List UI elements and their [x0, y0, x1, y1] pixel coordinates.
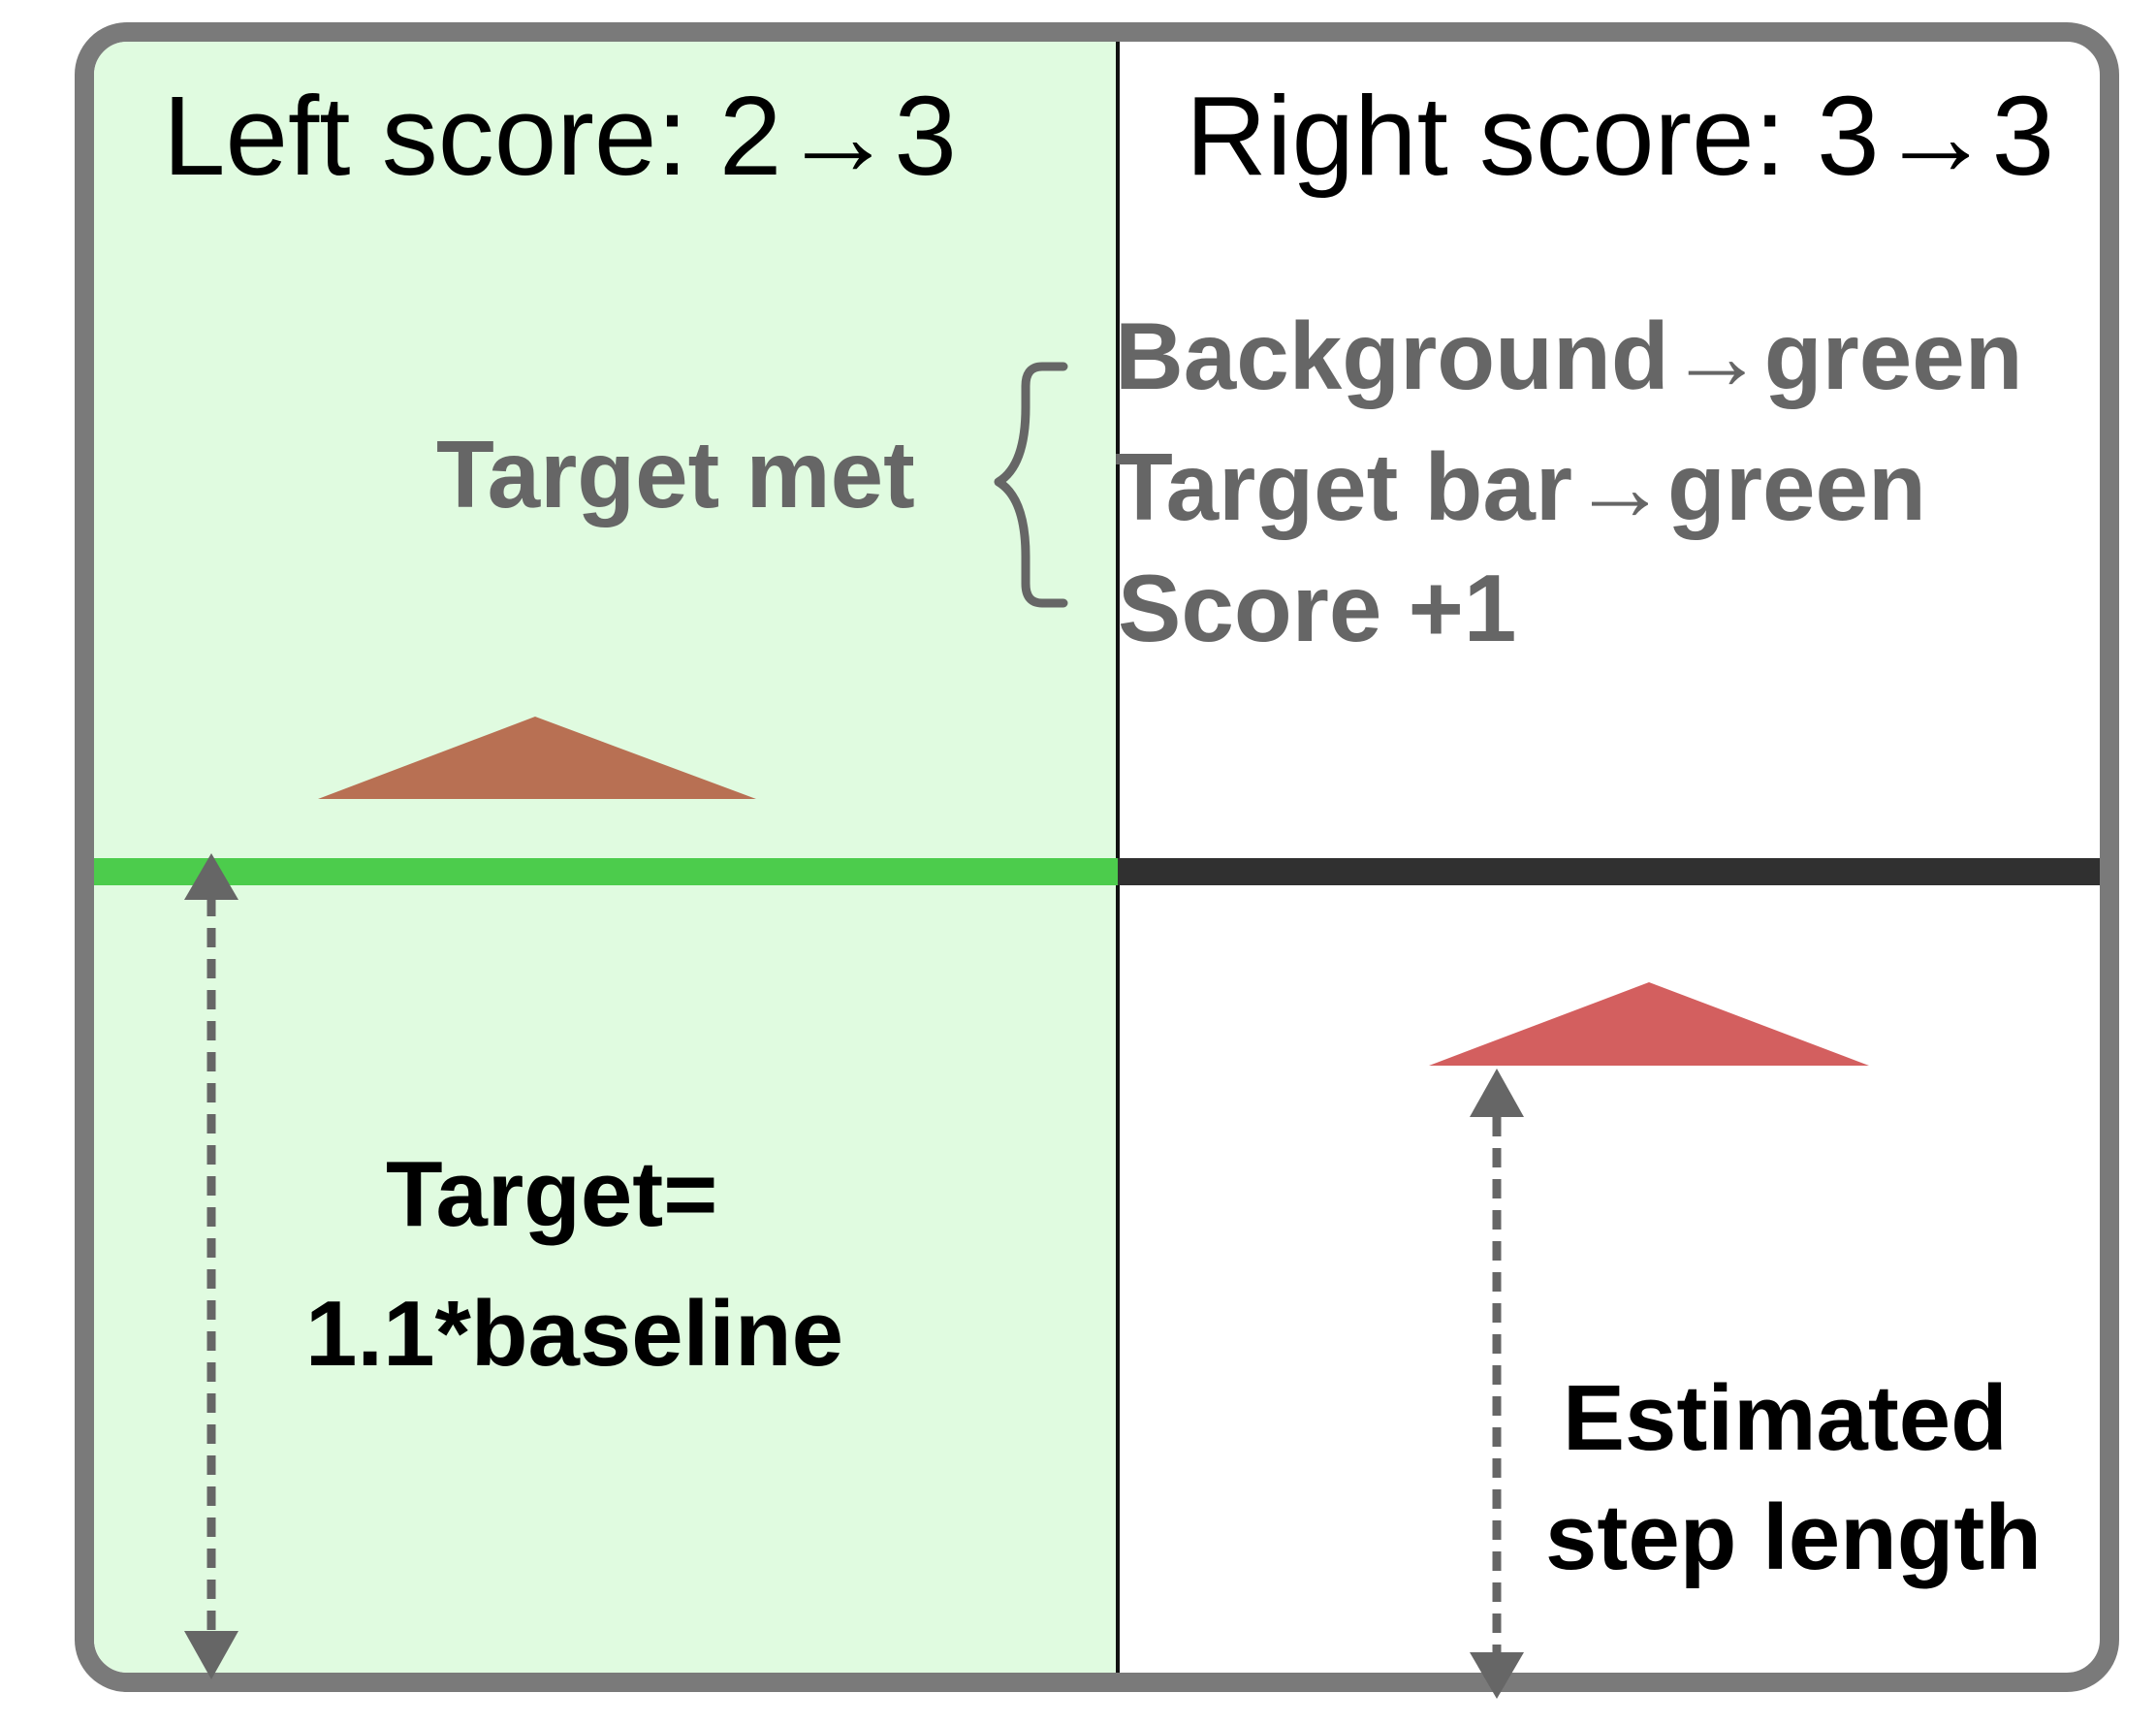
- center-divider: [1116, 42, 1120, 1673]
- left-target-bar: [94, 858, 1118, 885]
- left-step-marker-icon: [318, 717, 756, 799]
- estimate-label-line1: Estimated: [1563, 1366, 2008, 1470]
- effect-score: Score +1: [1118, 555, 1517, 661]
- target-met-label: Target met: [436, 421, 915, 527]
- right-target-bar: [1118, 858, 2100, 885]
- left-panel: [94, 42, 1116, 1673]
- target-label-line2: 1.1*baseline: [305, 1282, 843, 1386]
- right-step-marker-icon: [1429, 982, 1869, 1066]
- right-score: Right score: 3→3: [1186, 73, 2055, 199]
- left-score: Left score: 2→3: [163, 73, 957, 199]
- estimate-label-line2: step length: [1545, 1485, 2043, 1589]
- target-height-arrow-icon: [184, 853, 238, 1679]
- effect-background: Background→green: [1115, 303, 2023, 409]
- curly-brace-icon: [994, 362, 1068, 608]
- effect-target-bar: Target bar→green: [1115, 433, 1926, 540]
- estimate-height-arrow-icon: [1470, 1069, 1524, 1699]
- display-frame: [75, 22, 2119, 1692]
- target-label-line1: Target=: [386, 1142, 718, 1246]
